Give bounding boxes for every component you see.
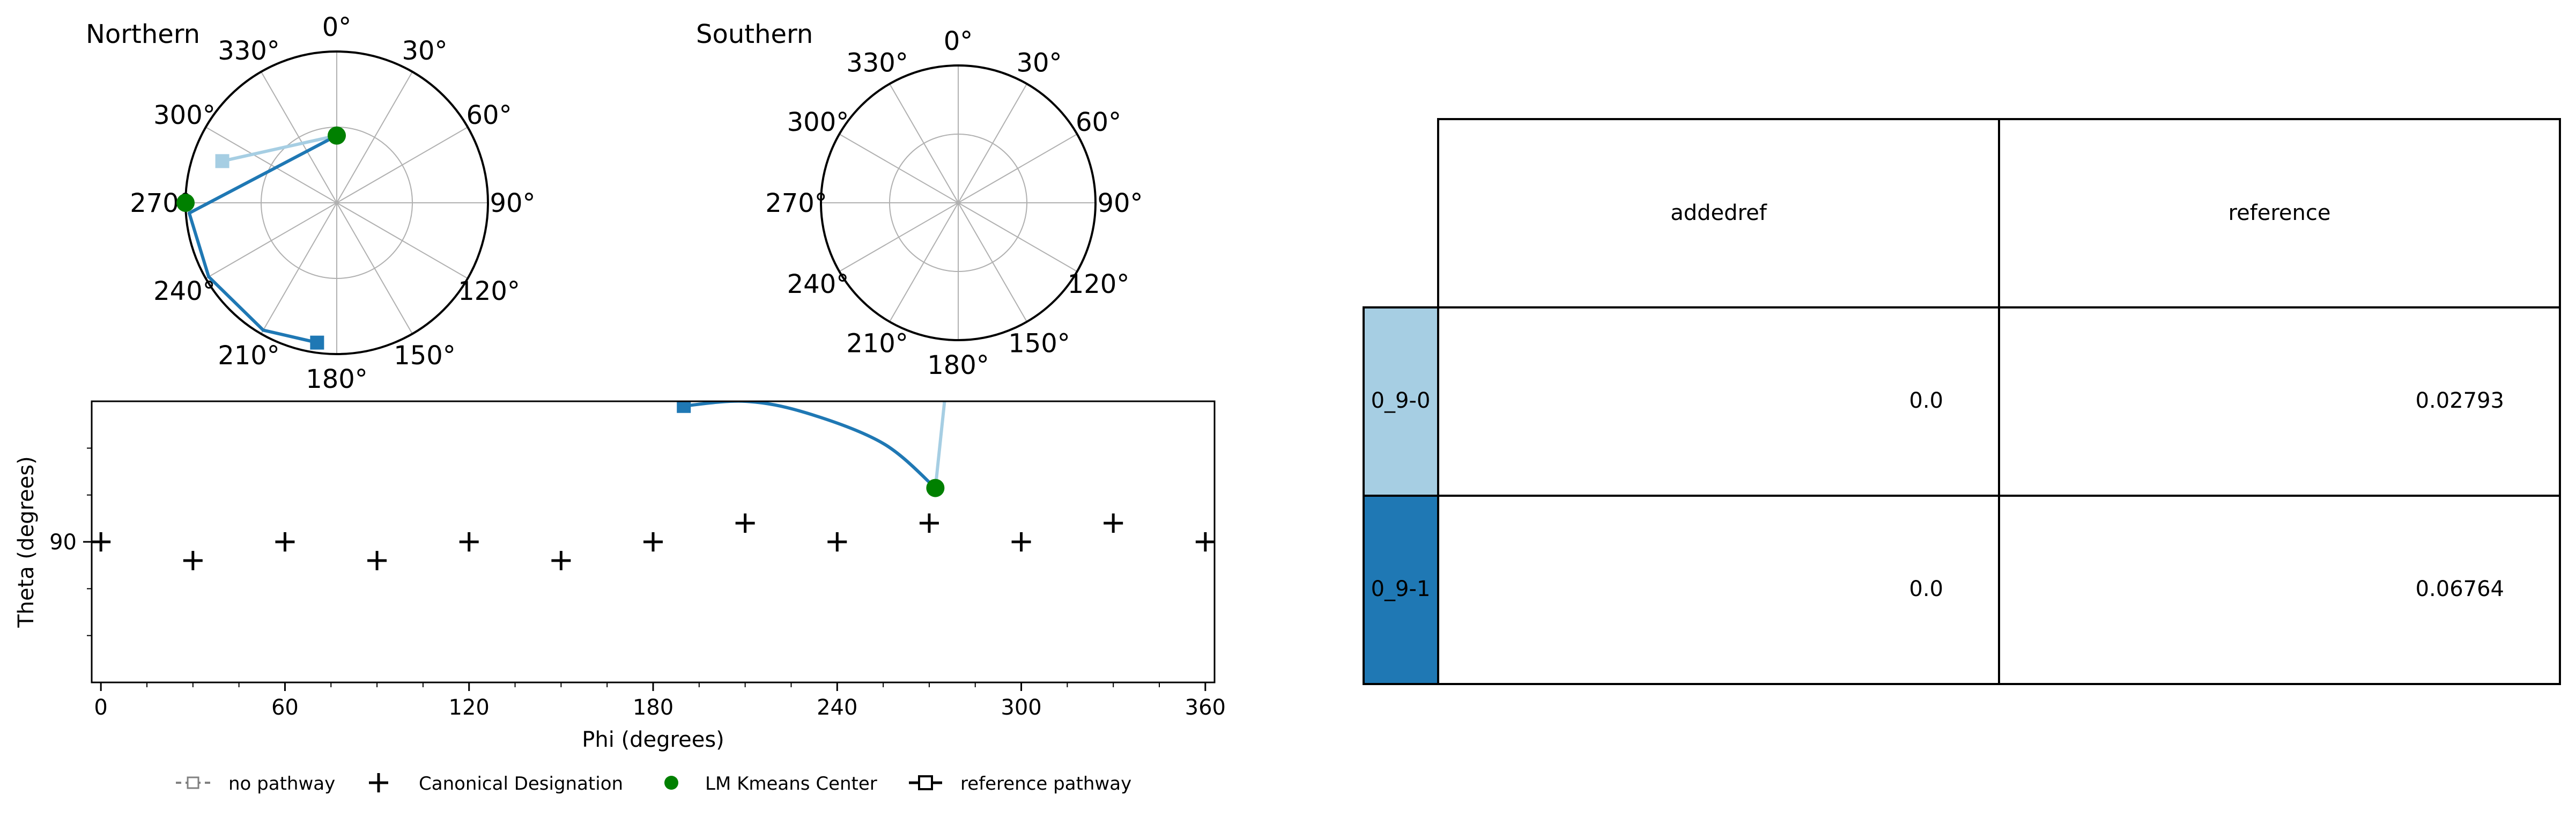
- legend-label: LM Kmeans Center: [705, 773, 877, 795]
- x-tick-label: 120: [449, 695, 490, 720]
- table-cell: [1437, 495, 2000, 685]
- row-label-cell: [1363, 495, 1439, 685]
- y-axis-label: Theta (degrees): [14, 456, 39, 628]
- polar-angle-label: 270°: [765, 188, 827, 218]
- polar-grid-ring: [889, 134, 1027, 272]
- polar-center-point: [328, 126, 346, 145]
- polar-angle-label: 60°: [1076, 107, 1121, 137]
- polar-angle-label: 120°: [1068, 269, 1130, 299]
- table-row: 0_9-0 0.0 0.02793: [1363, 306, 2561, 497]
- legend-item-lm-kmeans-center: LM Kmeans Center: [664, 773, 877, 795]
- legend-label: reference pathway: [960, 773, 1131, 795]
- polar-angle-label: 330°: [218, 36, 280, 66]
- polar-angle-label: 240°: [787, 269, 849, 299]
- cell-reference: 0.02793: [2416, 388, 2504, 413]
- polar-angle-label: 300°: [153, 100, 216, 130]
- row-label-cell: [1363, 306, 1439, 497]
- cell-addedref: 0.0: [1909, 388, 1943, 413]
- polar-pathway-line: [221, 134, 337, 163]
- canonical-designation-marker: [1011, 532, 1031, 552]
- table-header-cell: [1437, 118, 2000, 308]
- pathway-line: [683, 401, 937, 489]
- polar-angle-label: 0°: [322, 12, 352, 42]
- row-label: 0_9-1: [1371, 577, 1431, 601]
- canonical-designation-marker: [919, 513, 939, 533]
- polar-angle-label: 60°: [467, 100, 512, 130]
- legend-label: no pathway: [228, 773, 335, 795]
- canonical-designation-marker: [1195, 532, 1215, 552]
- legend-item-reference-pathway: reference pathway: [909, 773, 1131, 795]
- polar-pathway-line: [187, 134, 338, 344]
- polar-angle-label: 150°: [1008, 329, 1070, 359]
- polar-pathway-marker: [215, 154, 230, 168]
- polar-center-point: [176, 194, 195, 212]
- legend-label: Canonical Designation: [419, 773, 623, 795]
- polar-angle-label: 210°: [846, 329, 908, 359]
- pathway-line: [934, 401, 946, 488]
- polar-angle-label: 150°: [394, 341, 456, 371]
- polar-title-southern: Southern: [696, 19, 813, 49]
- column-header-addedref: addedref: [1670, 201, 1767, 225]
- canonical-designation-marker: [735, 513, 755, 533]
- canonical-designation-marker: [275, 532, 295, 552]
- x-tick-label: 360: [1185, 695, 1226, 720]
- polar-angle-label: 180°: [306, 364, 368, 394]
- polar-angle-label: 90°: [490, 188, 535, 218]
- kmeans-center-point: [926, 479, 945, 497]
- polar-southern: Southern 0° 30° 60° 90° 120° 150° 180° 210° 240°…: [696, 19, 1143, 380]
- canonical-designation-marker: [827, 532, 847, 552]
- cartesian-plot: 0 60 120 180 240 300 360 90 Phi (degrees) Theta…: [14, 400, 1226, 752]
- x-tick-label: 240: [817, 695, 857, 720]
- canonical-designation-marker: [183, 550, 203, 570]
- pathway-table: addedref reference 0_9-0 0.0 0.02793 0_9…: [1363, 118, 2561, 685]
- legend-item-canonical-designation: Canonical Designation: [369, 773, 623, 795]
- x-axis-label: Phi (degrees): [582, 727, 724, 752]
- cell-reference: 0.06764: [2416, 577, 2504, 601]
- y-tick-label: 90: [49, 530, 77, 555]
- legend-item-no-pathway: no pathway: [176, 773, 335, 795]
- polar-title-northern: Northern: [86, 19, 200, 49]
- polar-angle-label: 120°: [458, 276, 520, 306]
- polar-angle-label: 180°: [927, 350, 989, 380]
- polar-angle-label: 0°: [944, 26, 973, 56]
- canonical-designation-marker: [1104, 513, 1123, 533]
- canonical-designation-marker: [367, 550, 387, 570]
- column-header-reference: reference: [2229, 201, 2331, 225]
- polar-northern: Northern 0° 30° 60° 90° 120° 150° 180° 210° 240°…: [86, 12, 536, 394]
- polar-angle-label: 90°: [1097, 188, 1143, 218]
- x-tick-label: 180: [633, 695, 673, 720]
- canonical-designation-marker: [459, 532, 479, 552]
- polar-angle-label: 240°: [153, 276, 216, 306]
- polar-angle-label: 210°: [218, 341, 280, 371]
- polar-angle-label: 300°: [787, 107, 849, 137]
- polar-angle-label: 30°: [1016, 48, 1062, 78]
- pathway-marker: [677, 401, 691, 413]
- canonical-designation-marker: [643, 532, 663, 552]
- legend: no pathway Canonical Designation LM Kmea…: [176, 773, 1131, 795]
- row-label: 0_9-0: [1371, 388, 1431, 413]
- polar-angle-label: 30°: [402, 36, 447, 66]
- table-cell: [1998, 495, 2561, 685]
- polar-pathway-marker: [310, 335, 324, 350]
- x-tick-label: 60: [271, 695, 299, 720]
- polar-angle-label: 330°: [846, 48, 908, 78]
- x-tick-label: 300: [1001, 695, 1041, 720]
- table-cell: [1998, 306, 2561, 497]
- polar-outer-ring: [820, 64, 1097, 341]
- x-tick-label: 0: [94, 695, 107, 720]
- canonical-designation-marker: [551, 550, 571, 570]
- table-header-cell: [1998, 118, 2561, 308]
- table-row: 0_9-1 0.0 0.06764: [1363, 495, 2561, 685]
- cell-addedref: 0.0: [1909, 577, 1943, 601]
- canonical-designation-marker: [91, 532, 111, 552]
